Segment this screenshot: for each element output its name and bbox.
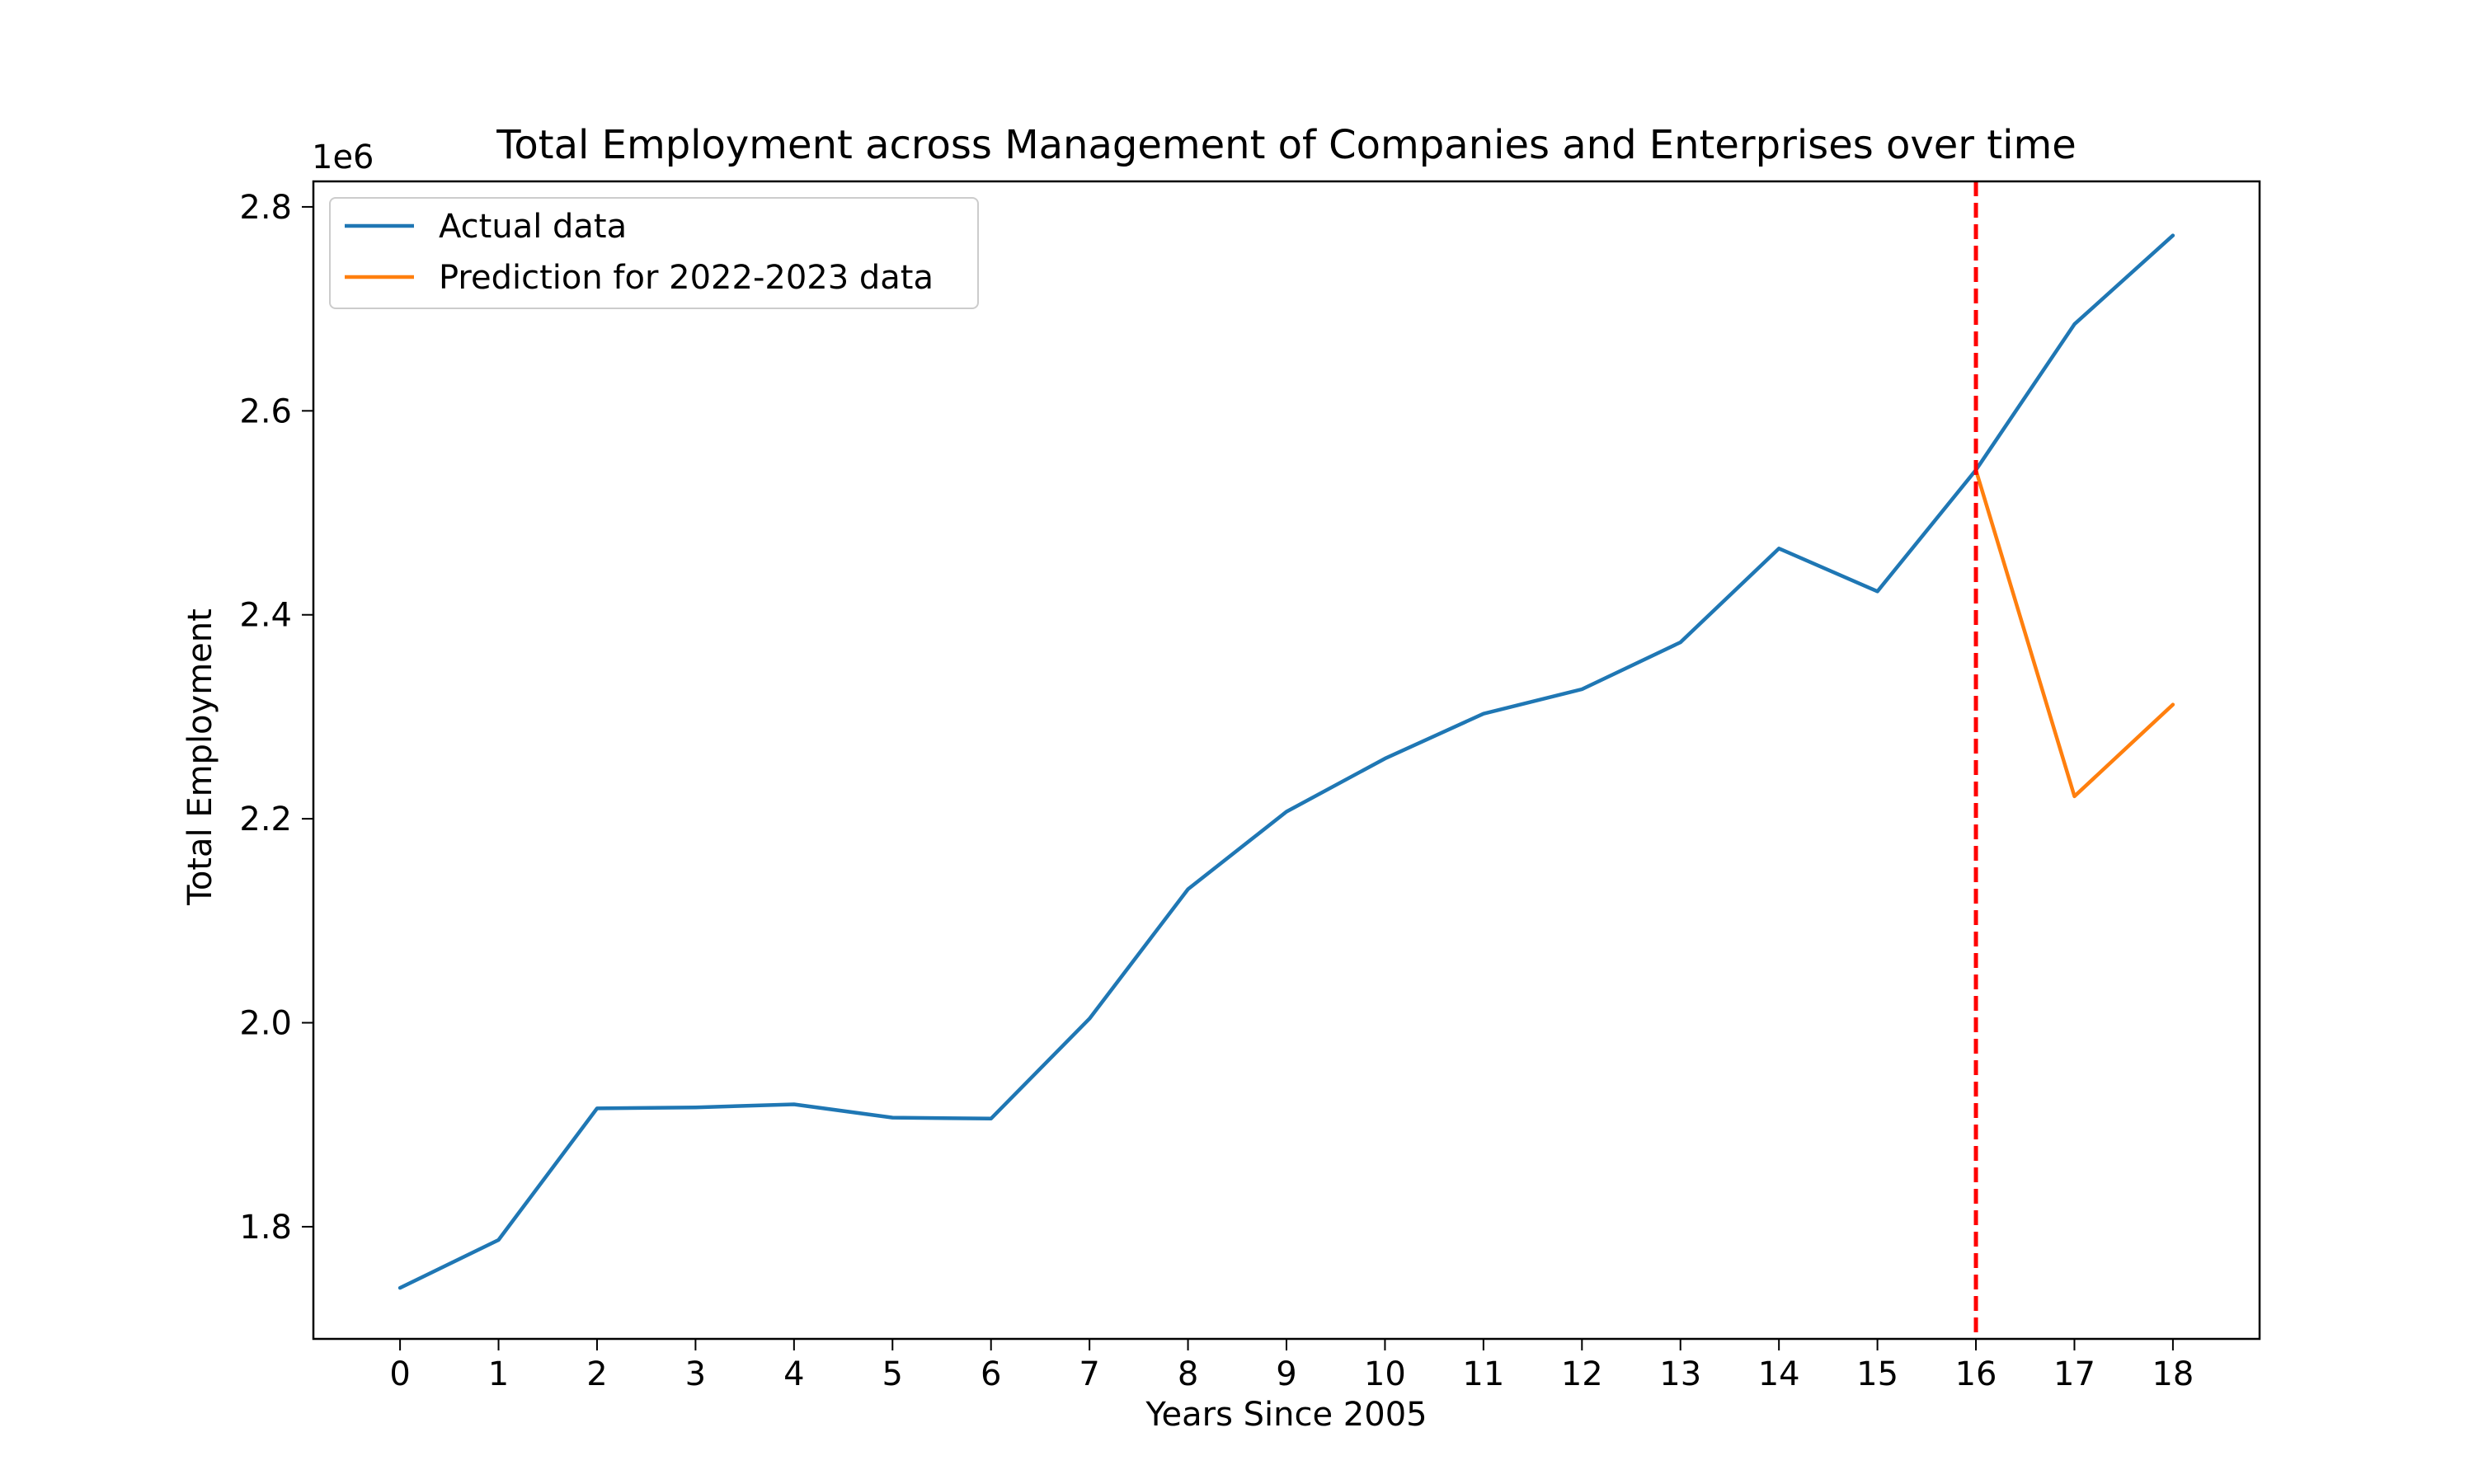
x-tick-label-12: 12 bbox=[1561, 1355, 1603, 1393]
legend-label-1: Prediction for 2022-2023 data bbox=[439, 259, 934, 297]
x-tick-label-5: 5 bbox=[882, 1355, 903, 1393]
x-tick-label-17: 17 bbox=[2053, 1355, 2095, 1393]
x-tick-label-11: 11 bbox=[1462, 1355, 1504, 1393]
y-tick-label-0: 1.8 bbox=[239, 1209, 292, 1247]
y-axis-label: Total Employment bbox=[181, 608, 219, 906]
x-tick-label-2: 2 bbox=[586, 1355, 607, 1393]
series-line-1 bbox=[1973, 467, 2175, 799]
x-tick-label-14: 14 bbox=[1758, 1355, 1800, 1393]
y-offset-label: 1e6 bbox=[312, 139, 374, 176]
legend-label-0: Actual data bbox=[439, 208, 627, 246]
x-tick-label-9: 9 bbox=[1276, 1355, 1296, 1393]
x-tick-label-10: 10 bbox=[1364, 1355, 1406, 1393]
x-tick-label-15: 15 bbox=[1856, 1355, 1898, 1393]
axis-ticks: 0 1 2 3 4 5 6 7 8 9 10 11 12 13 14 15 16 17 181.82.02.22.4… bbox=[239, 189, 2194, 1393]
x-tick-label-8: 8 bbox=[1178, 1355, 1198, 1393]
x-tick-label-13: 13 bbox=[1659, 1355, 1701, 1393]
x-tick-label-1: 1 bbox=[488, 1355, 509, 1393]
y-tick-label-2: 2.2 bbox=[239, 801, 292, 838]
series-line-0 bbox=[397, 233, 2175, 1290]
plot-lines bbox=[397, 181, 2175, 1339]
x-tick-label-7: 7 bbox=[1079, 1355, 1099, 1393]
x-tick-label-0: 0 bbox=[389, 1355, 410, 1393]
y-tick-label-1: 2.0 bbox=[239, 1005, 292, 1043]
chart-title: Total Employment across Management of Co… bbox=[496, 122, 2076, 168]
y-tick-label-5: 2.8 bbox=[239, 189, 292, 227]
x-tick-label-4: 4 bbox=[783, 1355, 804, 1393]
x-tick-label-3: 3 bbox=[685, 1355, 706, 1393]
legend: Actual data Prediction for 2022-2023 data bbox=[329, 197, 979, 309]
x-axis-label: Years Since 2005 bbox=[1145, 1396, 1427, 1434]
x-tick-label-18: 18 bbox=[2152, 1355, 2194, 1393]
x-tick-label-16: 16 bbox=[1955, 1355, 1997, 1393]
plot-frame bbox=[312, 180, 2261, 1341]
legend-box bbox=[329, 197, 979, 309]
x-tick-label-6: 6 bbox=[981, 1355, 1001, 1393]
y-tick-label-3: 2.4 bbox=[239, 597, 292, 635]
y-tick-label-4: 2.6 bbox=[239, 392, 292, 430]
